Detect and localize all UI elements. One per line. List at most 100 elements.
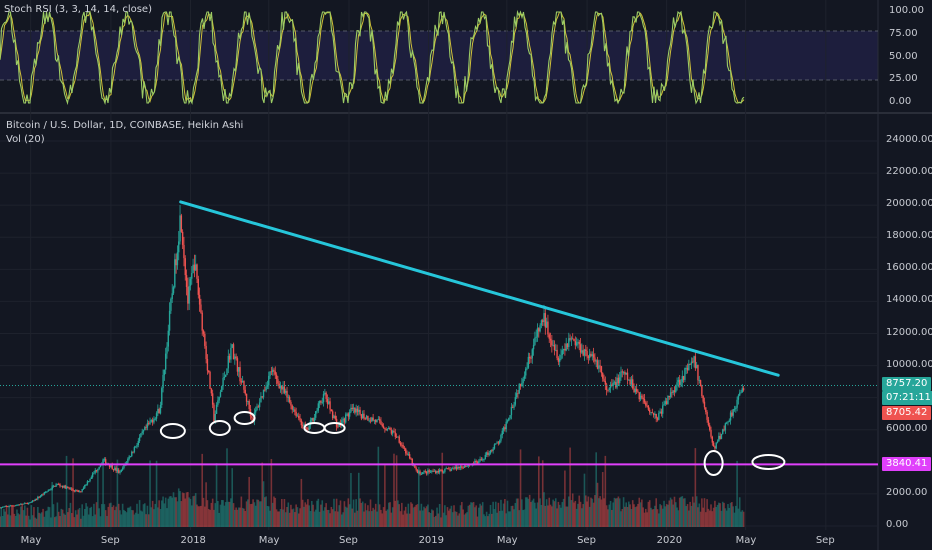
candle-body — [189, 278, 192, 286]
candle-body — [78, 491, 81, 493]
volume-bar — [599, 496, 601, 527]
volume-bar — [187, 492, 189, 527]
volume-bar — [290, 504, 292, 527]
candle-body — [538, 328, 540, 332]
volume-bar — [393, 453, 395, 527]
volume-bar — [325, 503, 327, 527]
time-axis-tick: May — [496, 535, 518, 546]
candle-body — [0, 507, 1, 509]
volume-bar — [10, 505, 13, 527]
volume-bar — [385, 510, 387, 527]
volume-bar — [64, 514, 67, 527]
volume-bar — [603, 498, 605, 527]
volume-bar — [98, 508, 100, 527]
volume-bar — [95, 502, 98, 527]
candle-body — [451, 468, 454, 470]
candle-body — [675, 385, 677, 393]
volume-bar — [176, 501, 179, 527]
volume-bar — [406, 513, 408, 527]
volume-bar — [573, 502, 575, 527]
candle-body — [329, 401, 331, 410]
volume-bar — [719, 503, 721, 527]
volume-bar — [245, 501, 248, 527]
volume-bar — [13, 513, 16, 527]
candle-body — [34, 499, 36, 501]
volume-bar — [52, 504, 55, 527]
candle-body — [740, 392, 742, 394]
volume-bar — [376, 511, 378, 527]
volume-bar — [634, 507, 637, 527]
candle-body — [556, 349, 558, 359]
candle-body — [506, 420, 509, 422]
volume-bar — [483, 514, 485, 527]
time-axis-tick: 2020 — [656, 535, 683, 546]
volume-bar — [470, 502, 472, 527]
candle-body — [684, 368, 686, 380]
volume-bar — [305, 504, 308, 527]
symbol-legend: Bitcoin / U.S. Dollar, 1D, COINBASE, Hei… — [6, 120, 244, 131]
candle-body — [123, 464, 125, 469]
volume-bar — [69, 502, 72, 527]
volume-bar — [672, 504, 674, 527]
volume-bar — [729, 502, 732, 527]
candle-body — [635, 388, 638, 392]
candle-body — [425, 471, 428, 474]
candle-body — [208, 370, 210, 372]
volume-bar — [570, 500, 573, 527]
candle-body — [587, 356, 590, 358]
candle-body — [328, 401, 330, 404]
stoch-axis-tick: 100.00 — [889, 5, 924, 16]
candle-body — [508, 418, 510, 421]
candle-body — [313, 417, 316, 422]
volume-bar — [736, 460, 738, 527]
volume-bar — [650, 507, 652, 527]
candle-body — [144, 427, 146, 431]
volume-bar — [266, 505, 269, 527]
highlight-circle — [159, 423, 186, 439]
candle-body — [300, 420, 303, 426]
candle-body — [197, 278, 200, 295]
volume-bar — [215, 463, 218, 527]
candle-body — [528, 356, 531, 359]
volume-bar — [151, 500, 154, 527]
stoch-rsi-legend: Stoch RSI (3, 3, 14, 14, close) — [4, 4, 152, 15]
candle-body — [390, 430, 393, 434]
volume-bar — [133, 514, 136, 527]
volume-bar — [493, 509, 496, 527]
candle-body — [618, 377, 621, 384]
volume-bar — [612, 502, 614, 527]
candle-body — [174, 259, 176, 288]
volume-bar — [193, 495, 196, 527]
volume-bar — [673, 496, 676, 527]
volume-bar — [29, 519, 31, 527]
volume-bar — [142, 504, 145, 527]
time-axis-tick: Sep — [100, 535, 120, 546]
candle-body — [180, 215, 183, 232]
volume-bar — [690, 505, 693, 527]
highlight-circle — [208, 420, 231, 436]
candle-body — [352, 407, 355, 409]
volume-bar — [284, 512, 287, 527]
volume-bar — [738, 497, 741, 527]
volume-bar — [217, 501, 219, 527]
volume-bar — [231, 468, 234, 527]
candle-body — [560, 354, 562, 359]
candle-body — [489, 450, 492, 454]
volume-bar — [339, 500, 342, 527]
candle-body — [11, 505, 13, 507]
volume-bar — [740, 511, 742, 527]
volume-bar — [414, 506, 416, 527]
candle-body — [140, 433, 142, 438]
volume-bar — [543, 492, 545, 527]
candle-body — [406, 453, 408, 455]
volume-bar — [484, 516, 487, 527]
candle-body — [355, 408, 357, 413]
candle-body — [110, 465, 112, 468]
candle-body — [444, 468, 446, 472]
volume-bar — [699, 511, 702, 527]
volume-bar — [702, 507, 704, 527]
candle-body — [71, 488, 73, 490]
volume-bar — [704, 512, 707, 527]
volume-bar — [40, 512, 43, 527]
